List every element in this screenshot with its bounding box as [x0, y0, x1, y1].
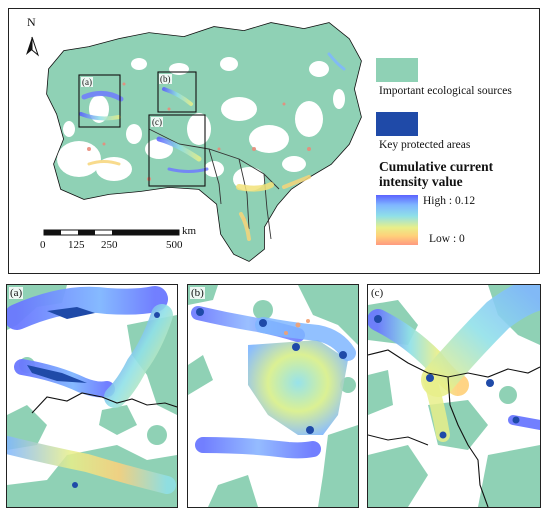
inset-c-boundary-1: [368, 349, 540, 378]
scale-bar: [43, 229, 180, 236]
legend-label-ecological-sources: Important ecological sources: [379, 85, 512, 97]
inset-b-svg: [188, 285, 358, 507]
legend-title: Cumulative current intensity value: [379, 159, 493, 189]
corridor-a4: [7, 436, 176, 494]
legend-gradient-bar: [376, 195, 418, 245]
inset-a-protected: [27, 307, 160, 488]
corridor-b-fan: [248, 340, 348, 435]
legend-low-label: Low : 0: [429, 233, 465, 245]
inset-panel-a: (a): [6, 284, 178, 508]
legend-high-label: High : 0.12: [423, 195, 476, 207]
corridor-b2: [195, 437, 321, 459]
legend-label-protected-areas: Key protected areas: [379, 139, 471, 151]
inset-c-protected: [374, 315, 520, 439]
corridor-c2: [421, 285, 540, 397]
inset-a-svg: [7, 285, 177, 507]
legend-swatch-protected-areas: [376, 112, 418, 136]
inset-box-c: [148, 114, 206, 187]
inset-a-label: (a): [9, 287, 24, 299]
inset-marker-a: (a): [81, 77, 93, 87]
inset-box-a: [78, 74, 121, 128]
inset-boxes: [78, 71, 206, 187]
legend-title-line2: intensity value: [379, 174, 463, 189]
corridor-a1: [7, 286, 168, 330]
scale-tick-0: 0: [40, 239, 46, 251]
inset-b-label: (b): [190, 287, 205, 299]
corridor-a3: [104, 304, 173, 408]
legend-swatch-ecological-sources: [376, 58, 418, 82]
inset-marker-c: (c): [151, 117, 163, 127]
scale-unit: km: [182, 225, 197, 237]
inset-panel-b: (b): [187, 284, 359, 508]
main-map-corridors: [79, 52, 346, 241]
scale-tick-500: 500: [166, 239, 183, 251]
scale-tick-125: 125: [68, 239, 85, 251]
inset-panel-c: (c): [367, 284, 541, 508]
inset-c-ecological: [368, 285, 540, 507]
scale-tick-250: 250: [101, 239, 118, 251]
inset-marker-b: (b): [159, 74, 172, 84]
north-arrow-icon: [26, 36, 40, 57]
inset-box-b: [157, 71, 197, 113]
inset-c-label: (c): [370, 287, 385, 299]
corridor-b3: [255, 317, 356, 361]
inset-b-protected: [196, 308, 347, 434]
inset-c-boundary-3: [368, 434, 429, 446]
corridor-c3: [423, 373, 450, 442]
inset-c-svg: [368, 285, 540, 507]
main-map-svg: [26, 22, 362, 262]
legend-title-line1: Cumulative current: [379, 159, 494, 174]
north-label: N: [27, 15, 36, 29]
main-map-panel: N (a) (b) (c) 0 125 250 500 km Important…: [8, 8, 540, 274]
inset-c-boundary-2: [447, 376, 489, 507]
inset-a-boundary: [31, 392, 177, 414]
